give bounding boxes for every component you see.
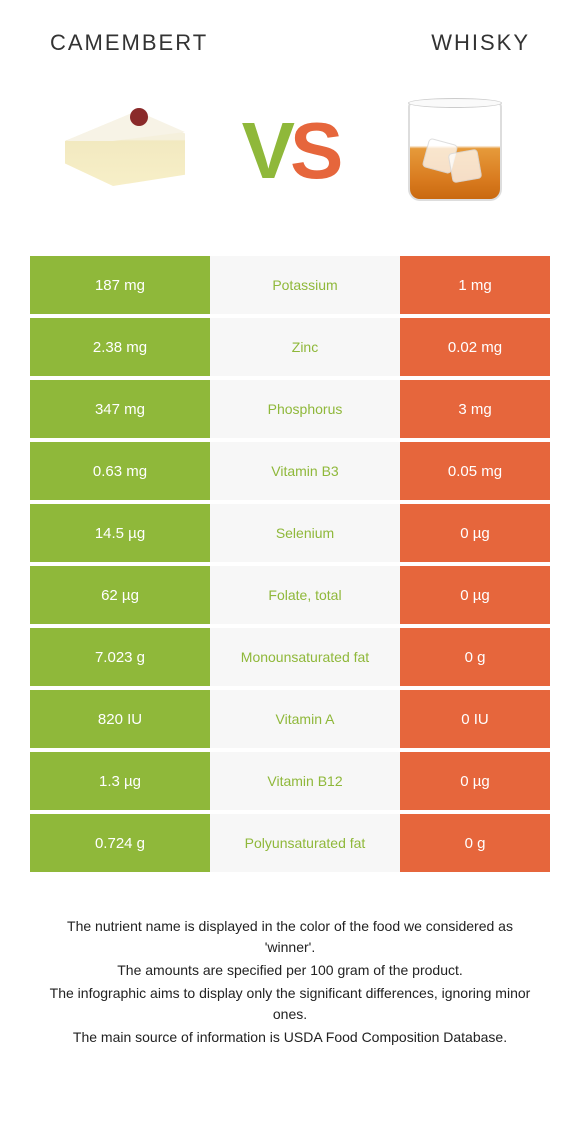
cell-right-value: 0 IU (400, 690, 550, 748)
table-row: 14.5 µgSelenium0 µg (30, 504, 550, 562)
cell-right-value: 3 mg (400, 380, 550, 438)
footer-line: The nutrient name is displayed in the co… (40, 916, 540, 958)
whisky-image (380, 86, 530, 216)
cell-nutrient-label: Selenium (210, 504, 400, 562)
table-row: 187 mgPotassium1 mg (30, 256, 550, 314)
table-row: 1.3 µgVitamin B120 µg (30, 752, 550, 810)
cell-left-value: 0.724 g (30, 814, 210, 872)
cell-left-value: 1.3 µg (30, 752, 210, 810)
camembert-image (50, 86, 200, 216)
cell-left-value: 0.63 mg (30, 442, 210, 500)
glass-icon (400, 96, 510, 206)
cell-nutrient-label: Vitamin B12 (210, 752, 400, 810)
cell-nutrient-label: Vitamin A (210, 690, 400, 748)
cell-right-value: 1 mg (400, 256, 550, 314)
table-row: 7.023 gMonounsaturated fat0 g (30, 628, 550, 686)
cell-right-value: 0 µg (400, 566, 550, 624)
vs-s: S (290, 106, 338, 195)
cell-left-value: 347 mg (30, 380, 210, 438)
cell-left-value: 2.38 mg (30, 318, 210, 376)
title-left: CAMEMBERT (50, 30, 208, 56)
cell-right-value: 0 µg (400, 504, 550, 562)
table-row: 0.63 mgVitamin B30.05 mg (30, 442, 550, 500)
cell-left-value: 820 IU (30, 690, 210, 748)
table-row: 347 mgPhosphorus3 mg (30, 380, 550, 438)
vs-label: VS (242, 105, 339, 197)
cell-left-value: 62 µg (30, 566, 210, 624)
header: CAMEMBERT WHISKY (0, 0, 580, 66)
table-row: 2.38 mgZinc0.02 mg (30, 318, 550, 376)
title-right: WHISKY (431, 30, 530, 56)
cell-right-value: 0.02 mg (400, 318, 550, 376)
cell-nutrient-label: Phosphorus (210, 380, 400, 438)
footer-line: The main source of information is USDA F… (40, 1027, 540, 1048)
cell-nutrient-label: Monounsaturated fat (210, 628, 400, 686)
cell-nutrient-label: Potassium (210, 256, 400, 314)
cell-nutrient-label: Zinc (210, 318, 400, 376)
cell-left-value: 7.023 g (30, 628, 210, 686)
cell-right-value: 0 g (400, 628, 550, 686)
cell-right-value: 0 g (400, 814, 550, 872)
cell-nutrient-label: Folate, total (210, 566, 400, 624)
comparison-table: 187 mgPotassium1 mg2.38 mgZinc0.02 mg347… (0, 256, 580, 872)
table-row: 62 µgFolate, total0 µg (30, 566, 550, 624)
cell-nutrient-label: Vitamin B3 (210, 442, 400, 500)
cell-left-value: 14.5 µg (30, 504, 210, 562)
cell-left-value: 187 mg (30, 256, 210, 314)
images-row: VS (0, 66, 580, 256)
footer-line: The amounts are specified per 100 gram o… (40, 960, 540, 981)
cheese-icon (55, 106, 195, 196)
cell-right-value: 0 µg (400, 752, 550, 810)
cell-nutrient-label: Polyunsaturated fat (210, 814, 400, 872)
table-row: 0.724 gPolyunsaturated fat0 g (30, 814, 550, 872)
cell-right-value: 0.05 mg (400, 442, 550, 500)
footer-line: The infographic aims to display only the… (40, 983, 540, 1025)
footer-notes: The nutrient name is displayed in the co… (0, 876, 580, 1048)
table-row: 820 IUVitamin A0 IU (30, 690, 550, 748)
vs-v: V (242, 106, 290, 195)
